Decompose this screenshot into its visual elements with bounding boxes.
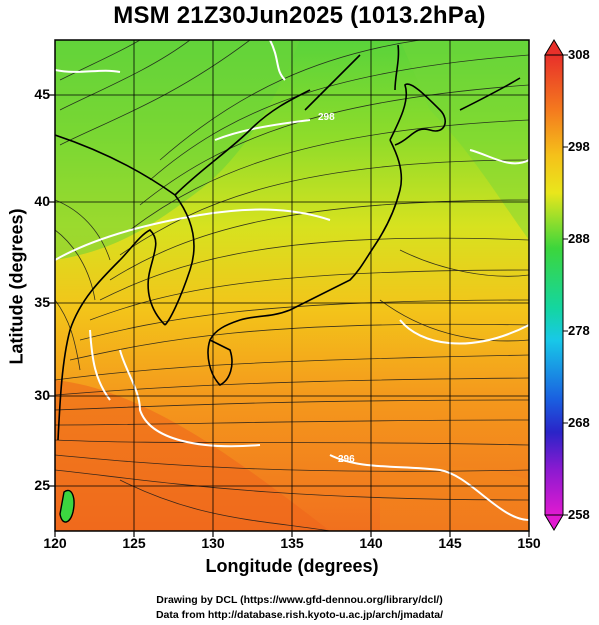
axis-ticks bbox=[49, 94, 530, 537]
colorbar-tick-label: 288 bbox=[568, 231, 590, 246]
y-tick-label: 35 bbox=[34, 294, 50, 310]
y-tick-label: 45 bbox=[34, 86, 50, 102]
y-tick-label: 40 bbox=[34, 193, 50, 209]
y-tick-label: 30 bbox=[34, 387, 50, 403]
x-tick-label: 125 bbox=[122, 535, 146, 551]
colorbar-tick-label: 308 bbox=[568, 47, 590, 62]
colorbar-tick-label: 268 bbox=[568, 415, 590, 430]
colorbar-tick-label: 298 bbox=[568, 139, 590, 154]
grid-lines bbox=[55, 40, 529, 531]
credit-drawing: Drawing by DCL (https://www.gfd-dennou.o… bbox=[156, 594, 443, 606]
colorbar bbox=[544, 39, 568, 531]
y-tick-label: 25 bbox=[34, 477, 50, 493]
map-title: MSM 21Z30Jun2025 (1013.2hPa) bbox=[113, 2, 486, 29]
y-axis-title: Latitude (degrees) bbox=[6, 208, 27, 365]
coastlines bbox=[55, 44, 521, 441]
x-tick-label: 150 bbox=[517, 535, 541, 551]
x-tick-label: 120 bbox=[43, 535, 67, 551]
credit-data: Data from http://database.rish.kyoto-u.a… bbox=[155, 609, 444, 621]
colorbar-max-arrow bbox=[544, 39, 564, 56]
contour-label: 296 bbox=[338, 454, 355, 465]
x-tick-label: 130 bbox=[201, 535, 225, 551]
contour-label: 298 bbox=[318, 112, 335, 123]
x-tick-label: 145 bbox=[438, 535, 462, 551]
x-tick-label: 140 bbox=[359, 535, 383, 551]
colorbar-tick-label: 258 bbox=[568, 507, 590, 522]
colorbar-min-arrow bbox=[544, 514, 564, 531]
colorbar-tick-label: 278 bbox=[568, 323, 590, 338]
x-axis-title: Longitude (degrees) bbox=[205, 556, 379, 576]
x-tick-label: 135 bbox=[280, 535, 304, 551]
